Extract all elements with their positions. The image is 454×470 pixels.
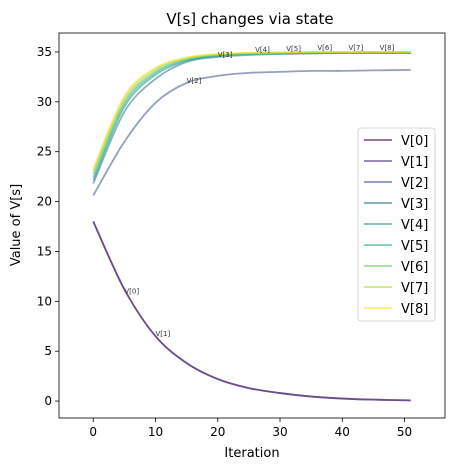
series-line-8 [92, 51, 411, 170]
inline-label: V[4] [255, 46, 270, 54]
inline-label: V[1] [156, 330, 171, 338]
inline-label: V[2] [187, 77, 202, 85]
legend-label: V[0] [401, 134, 428, 149]
y-tick-label: 5 [44, 344, 52, 358]
legend-label: V[4] [401, 218, 428, 233]
plot-frame [58, 32, 446, 419]
legend-label: V[5] [401, 239, 428, 254]
x-axis: 0 10 20 30 40 50 [89, 418, 412, 439]
legend-label: V[8] [401, 302, 428, 317]
x-tick-label: 10 [148, 425, 163, 439]
x-tick-label: 40 [335, 425, 350, 439]
inline-label: V[8] [380, 44, 395, 52]
x-axis-label: Iteration [224, 446, 279, 461]
inline-label: V[6] [317, 44, 332, 52]
series-line-1 [92, 221, 411, 402]
chart-title: V[s] changes via state [166, 10, 333, 28]
x-tick-label: 50 [397, 425, 412, 439]
y-axis-label: Value of V[s] [9, 184, 24, 266]
x-tick-label: 0 [89, 425, 97, 439]
y-tick-label: 25 [37, 145, 52, 159]
series-lines [92, 51, 411, 402]
inline-labels: V[0] V[1] V[2] V[3] V[4] V[5] V[6] V[7] V[8] [124, 44, 394, 338]
inline-label: V[7] [349, 44, 364, 52]
y-tick-label: 20 [37, 195, 52, 209]
x-tick-label: 20 [210, 425, 225, 439]
legend-label: V[7] [401, 281, 428, 296]
y-tick-label: 30 [37, 95, 52, 109]
legend-box [357, 127, 436, 322]
y-tick-label: 0 [44, 394, 52, 408]
inline-label: V[3] [218, 51, 233, 59]
legend-label: V[2] [401, 176, 428, 191]
series-line-2 [92, 69, 411, 197]
legend-label: V[1] [401, 155, 428, 170]
y-tick-label: 10 [37, 294, 52, 308]
legend-label: V[6] [401, 260, 428, 275]
legend-label: V[3] [401, 197, 428, 212]
legend: V[0] V[1] V[2] V[3] V[4] V[5] V[6] V[7] V[8] [357, 127, 436, 322]
y-tick-label: 35 [37, 45, 52, 59]
inline-label: V[5] [286, 45, 301, 53]
y-axis: 0 5 10 15 20 25 30 35 [37, 45, 59, 408]
x-tick-label: 30 [272, 425, 287, 439]
inline-label: V[0] [124, 287, 139, 295]
y-tick-label: 15 [37, 244, 52, 258]
